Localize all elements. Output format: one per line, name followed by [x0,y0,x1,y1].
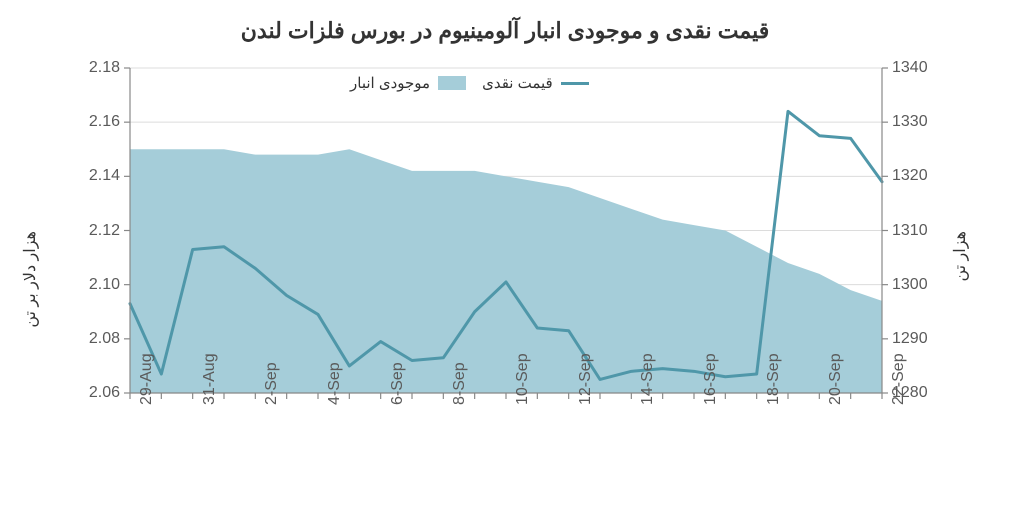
x-tick: 10-Sep [514,353,532,405]
y-right-tick: 1330 [892,113,928,131]
y-left-tick: 2.12 [89,222,120,240]
chart-plot [0,0,1010,509]
y-right-tick: 1300 [892,276,928,294]
x-tick: 14-Sep [639,353,657,405]
x-tick: 18-Sep [765,353,783,405]
y-left-tick: 2.14 [89,167,120,185]
y-left-tick: 2.08 [89,330,120,348]
y-right-tick: 1290 [892,330,928,348]
y-left-tick: 2.10 [89,276,120,294]
x-tick: 8-Sep [451,362,469,405]
y-left-tick: 2.06 [89,384,120,402]
x-tick: 22-Sep [890,353,908,405]
y-right-tick: 1320 [892,167,928,185]
y-right-tick: 1310 [892,222,928,240]
x-tick: 16-Sep [702,353,720,405]
x-tick: 4-Sep [326,362,344,405]
x-tick: 12-Sep [577,353,595,405]
x-tick: 2-Sep [263,362,281,405]
x-tick: 31-Aug [201,353,219,405]
x-tick: 20-Sep [827,353,845,405]
y-left-tick: 2.18 [89,59,120,77]
y-right-tick: 1340 [892,59,928,77]
x-tick: 29-Aug [138,353,156,405]
x-tick: 6-Sep [389,362,407,405]
y-left-tick: 2.16 [89,113,120,131]
